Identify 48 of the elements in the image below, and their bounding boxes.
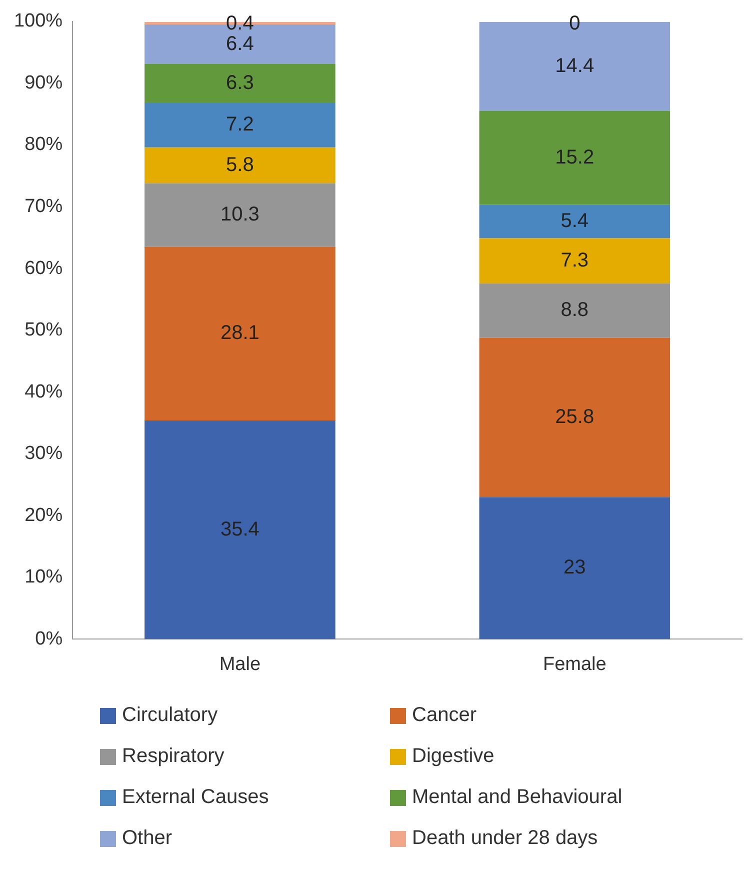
data-label: 35.4 [220,518,260,540]
x-tick-label: Male [219,654,261,675]
bar [479,204,670,238]
y-tick-label: 20% [24,504,63,526]
data-label: 8.8 [560,299,589,322]
legend-label: Death under 28 days [412,827,598,850]
data-label: 5.8 [226,154,254,176]
bar [144,420,336,640]
legend-label: Other [122,827,172,850]
y-tick-label: 70% [24,196,63,217]
y-tick-label: 40% [24,381,63,402]
data-label: 7.2 [226,114,254,136]
data-label: 0.4 [226,12,254,35]
data-label: 10.3 [220,204,260,226]
y-tick-label: 0% [35,628,63,650]
legend-label: Digestive [412,745,494,768]
y-tick-label: 50% [24,320,63,341]
bar [479,338,670,498]
data-label: 7.3 [560,249,589,272]
bar [144,183,336,247]
data-label: 23 [564,556,586,579]
bar [144,102,336,148]
legend-label: Circulatory [122,704,218,727]
bar [479,238,670,284]
data-label: 15.2 [555,146,594,168]
y-tick-label: 90% [24,72,63,94]
bar [144,246,336,420]
bar [479,110,670,205]
legend-label: Mental and Behavioural [412,786,622,809]
y-tick-label: 10% [24,566,63,588]
bar [479,497,670,640]
y-tick-label: 60% [24,258,63,279]
x-tick-label: Female [542,654,606,675]
data-label: 5.4 [560,210,589,232]
bar [144,147,336,184]
y-tick-label: 80% [24,134,63,156]
legend-label: Respiratory [122,745,224,768]
legend-label: External Causes [122,786,269,809]
bar [144,64,336,103]
data-label: 14.4 [555,55,594,78]
data-label: 6.4 [226,32,254,55]
data-label: 28.1 [220,322,260,344]
data-label: 25.8 [555,406,594,428]
y-tick-label: 100% [14,10,63,32]
data-label: 6.3 [226,72,254,94]
legend-label: Cancer [412,704,476,727]
y-tick-label: 30% [24,443,63,464]
bar [479,283,670,338]
